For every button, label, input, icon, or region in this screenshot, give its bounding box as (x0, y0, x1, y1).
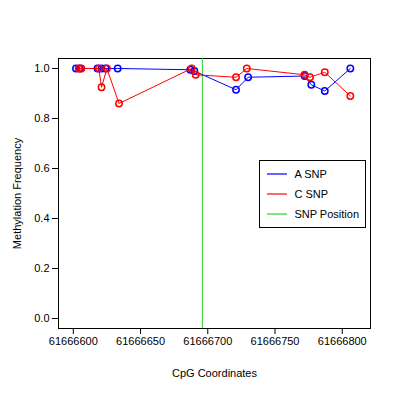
svg-text:1.0: 1.0 (34, 62, 49, 74)
svg-text:Methylation Frequency: Methylation Frequency (11, 137, 23, 249)
svg-text:0.2: 0.2 (34, 262, 49, 274)
svg-text:0.8: 0.8 (34, 112, 49, 124)
html-text:A SNP: A SNP (294, 168, 327, 180)
svg-text:0.0: 0.0 (34, 312, 49, 324)
html-text:SNP Position: SNP Position (294, 208, 359, 220)
svg-text:61666700: 61666700 (183, 335, 232, 347)
svg-text:61666650: 61666650 (116, 335, 165, 347)
html-text:C SNP: C SNP (294, 188, 328, 200)
svg-text:61666750: 61666750 (251, 335, 300, 347)
svg-text:61666800: 61666800 (318, 335, 367, 347)
svg-text:61666600: 61666600 (49, 335, 98, 347)
svg-text:0.6: 0.6 (34, 162, 49, 174)
svg-text:CpG Coordinates: CpG Coordinates (172, 367, 257, 379)
svg-text:0.4: 0.4 (34, 212, 49, 224)
